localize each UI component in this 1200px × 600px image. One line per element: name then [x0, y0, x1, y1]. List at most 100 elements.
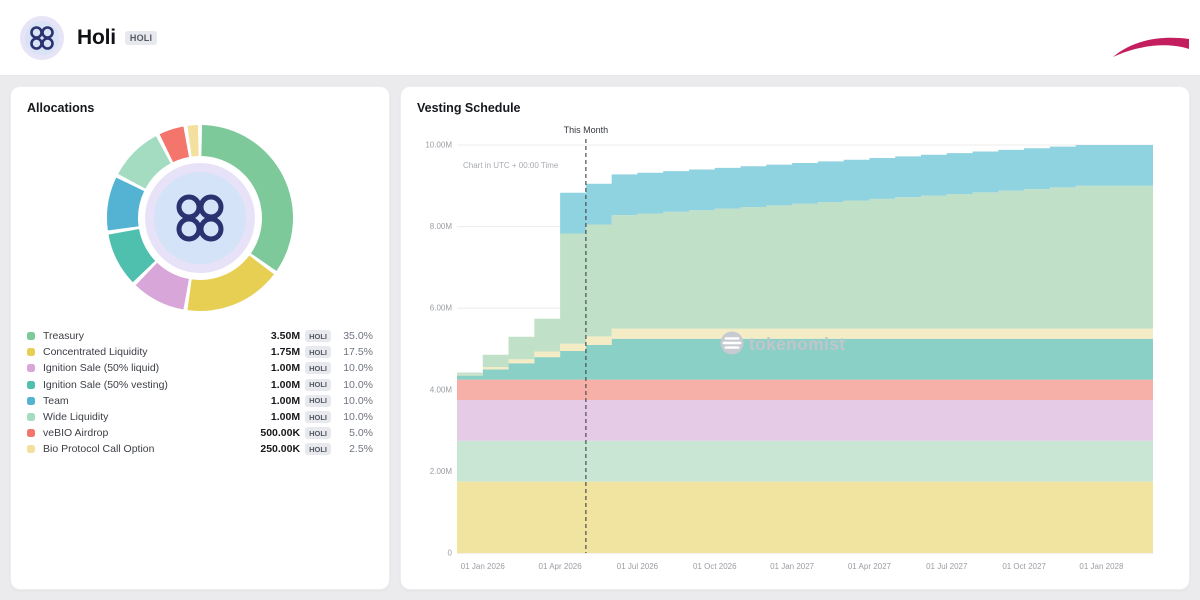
legend-ticker-badge: HOLI	[305, 362, 331, 375]
x-axis-label: 01 Apr 2027	[848, 562, 892, 571]
vesting-area-bio-protocol-call-option	[457, 328, 1153, 376]
legend-percent: 10.0%	[343, 411, 373, 424]
vesting-area-vebio-airdrop	[457, 379, 1153, 400]
legend-label: Treasury	[43, 330, 85, 343]
legend-ticker-badge: HOLI	[305, 427, 331, 440]
y-axis-label: 6.00M	[430, 304, 453, 313]
tokenomist-watermark: tokenomist	[720, 331, 845, 355]
legend-item[interactable]: Wide Liquidity 1.00M HOLI 10.0%	[27, 409, 373, 425]
legend-ticker-badge: HOLI	[305, 443, 331, 456]
main-content: Allocations Treasury 3.50M HOLI 35.0% Concen…	[0, 76, 1200, 600]
vesting-area-ignition-sale-50-liquid-	[457, 400, 1153, 441]
legend-amount: 1.00M	[270, 394, 301, 407]
legend-item[interactable]: Bio Protocol Call Option 250.00K HOLI 2.5%	[27, 441, 373, 457]
legend-ticker-badge: HOLI	[305, 394, 331, 407]
x-axis-label: 01 Apr 2026	[539, 562, 583, 571]
this-month-label: This Month	[564, 125, 609, 135]
x-axis-label: 01 Jul 2027	[926, 562, 968, 571]
legend-label: Team	[43, 394, 69, 407]
legend-label: Concentrated Liquidity	[43, 346, 148, 359]
legend-color-dot	[27, 332, 35, 341]
legend-percent: 35.0%	[343, 330, 373, 343]
vesting-schedule-card: Vesting Schedule 0 2.00M 4.00M 6.00M 8.00M 10…	[400, 86, 1190, 590]
y-axis-label: 0	[448, 549, 453, 558]
y-axis-label: 10.00M	[425, 141, 452, 150]
legend-label: Bio Protocol Call Option	[43, 443, 155, 456]
legend-amount: 1.00M	[270, 378, 301, 391]
vesting-title: Vesting Schedule	[417, 101, 521, 115]
legend-amount: 1.00M	[270, 411, 301, 424]
vesting-area-wide-liquidity	[457, 440, 1153, 482]
legend-item[interactable]: Treasury 3.50M HOLI 35.0%	[27, 328, 373, 344]
y-axis-label: 8.00M	[430, 222, 453, 231]
legend-color-dot	[27, 348, 35, 357]
legend-item[interactable]: Team 1.00M HOLI 10.0%	[27, 393, 373, 409]
allocation-legend: Treasury 3.50M HOLI 35.0% Concentrated Liqui…	[27, 328, 373, 458]
allocations-card: Allocations Treasury 3.50M HOLI 35.0% Concen…	[10, 86, 390, 590]
legend-percent: 17.5%	[343, 346, 373, 359]
vesting-chart-svg: 0 2.00M 4.00M 6.00M 8.00M 10.00M 01 Jan 2026 01…	[425, 125, 1153, 572]
legend-amount: 3.50M	[270, 330, 301, 343]
chart-axis-labels: 0 2.00M 4.00M 6.00M 8.00M 10.00M 01 Jan 2026 01…	[425, 141, 1124, 572]
donut-segment[interactable]	[187, 125, 199, 157]
legend-amount: 1.00M	[270, 362, 301, 375]
donut-segment[interactable]	[135, 262, 189, 310]
holi-center-logo-icon	[176, 194, 224, 242]
vesting-area-ignition-sale-50-vesting-	[457, 338, 1153, 380]
allocation-donut	[107, 125, 293, 311]
donut-segment[interactable]	[107, 177, 145, 231]
y-axis-label: 4.00M	[430, 385, 453, 394]
chart-areas	[457, 145, 1153, 553]
legend-color-dot	[27, 429, 35, 438]
x-axis-label: 01 Oct 2026	[693, 562, 737, 571]
legend-label: Ignition Sale (50% liquid)	[43, 362, 160, 375]
donut-segment[interactable]	[108, 229, 156, 283]
app-header: Holi HOLI	[0, 0, 1200, 76]
legend-amount: 1.75M	[270, 346, 301, 359]
vesting-area-concentrated-liquidity	[457, 481, 1153, 553]
donut-segment[interactable]	[159, 126, 189, 163]
donut-segment[interactable]	[118, 136, 171, 189]
donut-segment[interactable]	[201, 125, 293, 271]
ticker-badge: HOLI	[124, 30, 158, 45]
holi-logo-icon	[20, 15, 64, 60]
legend-color-dot	[27, 396, 35, 405]
x-axis-label: 01 Jan 2026	[461, 562, 506, 571]
allocation-donut-chart	[105, 123, 295, 318]
donut-segment[interactable]	[187, 255, 275, 311]
legend-amount: 250.00K	[260, 443, 301, 456]
utc-note: Chart in UTC + 00:00 Time	[463, 161, 559, 170]
x-axis-label: 01 Jan 2027	[770, 562, 815, 571]
legend-percent: 2.5%	[349, 443, 373, 456]
watermark-text: tokenomist	[749, 334, 845, 354]
legend-percent: 5.0%	[349, 427, 373, 440]
legend-percent: 10.0%	[343, 378, 373, 391]
brand-swoosh-icon	[1112, 34, 1190, 65]
x-axis-label: 01 Jul 2026	[617, 562, 659, 571]
vesting-area-team	[457, 145, 1153, 373]
allocations-title: Allocations	[27, 101, 95, 115]
legend-ticker-badge: HOLI	[305, 330, 331, 343]
x-axis-label: 01 Oct 2027	[1002, 562, 1046, 571]
legend-color-dot	[27, 380, 35, 389]
legend-label: Wide Liquidity	[43, 411, 109, 424]
legend-item[interactable]: veBIO Airdrop 500.00K HOLI 5.0%	[27, 425, 373, 441]
y-axis-label: 2.00M	[430, 467, 453, 476]
legend-percent: 10.0%	[343, 394, 373, 407]
legend-item[interactable]: Concentrated Liquidity 1.75M HOLI 17.5%	[27, 344, 373, 360]
donut-segments	[107, 125, 293, 311]
legend-color-dot	[27, 413, 35, 422]
vesting-area-treasury	[457, 185, 1153, 375]
legend-label: veBIO Airdrop	[43, 427, 109, 440]
legend-item[interactable]: Ignition Sale (50% vesting) 1.00M HOLI 10.0…	[27, 377, 373, 393]
legend-label: Ignition Sale (50% vesting)	[43, 378, 168, 391]
legend-percent: 10.0%	[343, 362, 373, 375]
legend-color-dot	[27, 364, 35, 373]
legend-item[interactable]: Ignition Sale (50% liquid) 1.00M HOLI 10.0%	[27, 360, 373, 376]
donut-center	[145, 163, 255, 273]
legend-ticker-badge: HOLI	[305, 411, 331, 424]
legend-color-dot	[27, 445, 35, 454]
legend-amount: 500.00K	[260, 427, 301, 440]
legend-ticker-badge: HOLI	[305, 378, 331, 391]
legend-ticker-badge: HOLI	[305, 346, 331, 359]
